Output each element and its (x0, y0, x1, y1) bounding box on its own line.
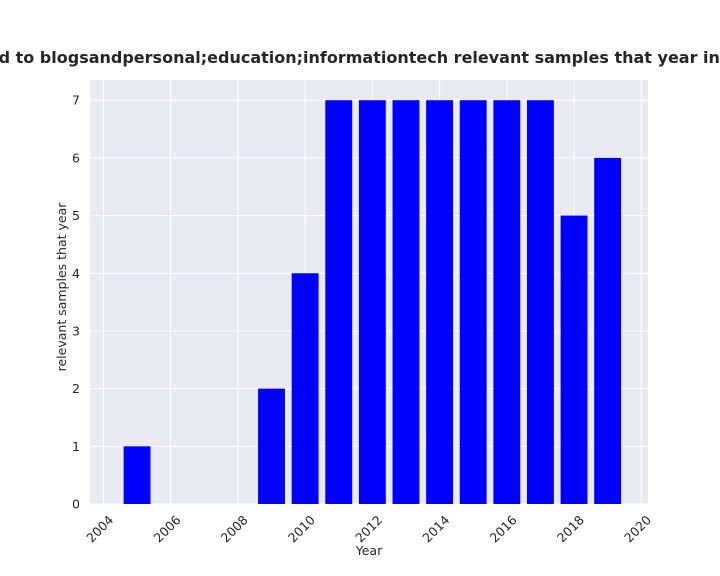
y-tick-label: 4 (72, 266, 80, 281)
bar-2005 (123, 446, 151, 504)
bars (123, 100, 622, 504)
y-tick-label: 2 (72, 381, 80, 396)
y-tick-label: 1 (72, 439, 80, 454)
x-tick-label: 2020 (621, 512, 654, 545)
y-tick-label: 7 (72, 93, 80, 108)
y-tick-label: 5 (72, 208, 80, 223)
y-tick-label: 6 (72, 150, 80, 165)
y-tick-label: 0 (72, 497, 80, 512)
y-axis-label: relevant samples that year (54, 202, 69, 372)
x-tick-label: 2014 (419, 512, 452, 545)
bar-2009 (258, 388, 285, 504)
x-tick-label: 2018 (554, 512, 587, 545)
bar-2013 (392, 100, 420, 504)
bar-2016 (493, 100, 521, 504)
x-tick-label: 2010 (285, 512, 318, 545)
x-axis-label: Year (355, 543, 383, 558)
bar-2018 (560, 215, 588, 504)
y-axis-ticks: 0 1 2 3 4 5 6 7 (72, 93, 80, 512)
bar-2017 (526, 100, 554, 504)
x-tick-label: 2016 (487, 512, 520, 545)
x-tick-label: 2004 (83, 512, 116, 545)
x-tick-label: 2008 (218, 512, 251, 545)
bar-2014 (426, 100, 454, 504)
x-tick-label: 2012 (352, 512, 385, 545)
chart-title: are related to blogsandpersonal;educatio… (0, 48, 720, 67)
bar-2015 (459, 100, 487, 504)
bar-2011 (325, 100, 353, 504)
x-axis-ticks: 2004 2006 2008 2010 2012 2014 2016 2018 2020 (83, 512, 654, 545)
bar-2010 (291, 273, 319, 504)
y-tick-label: 3 (72, 323, 80, 338)
bar-2012 (358, 100, 386, 504)
bar-2019 (594, 157, 622, 504)
x-tick-label: 2006 (150, 512, 183, 545)
